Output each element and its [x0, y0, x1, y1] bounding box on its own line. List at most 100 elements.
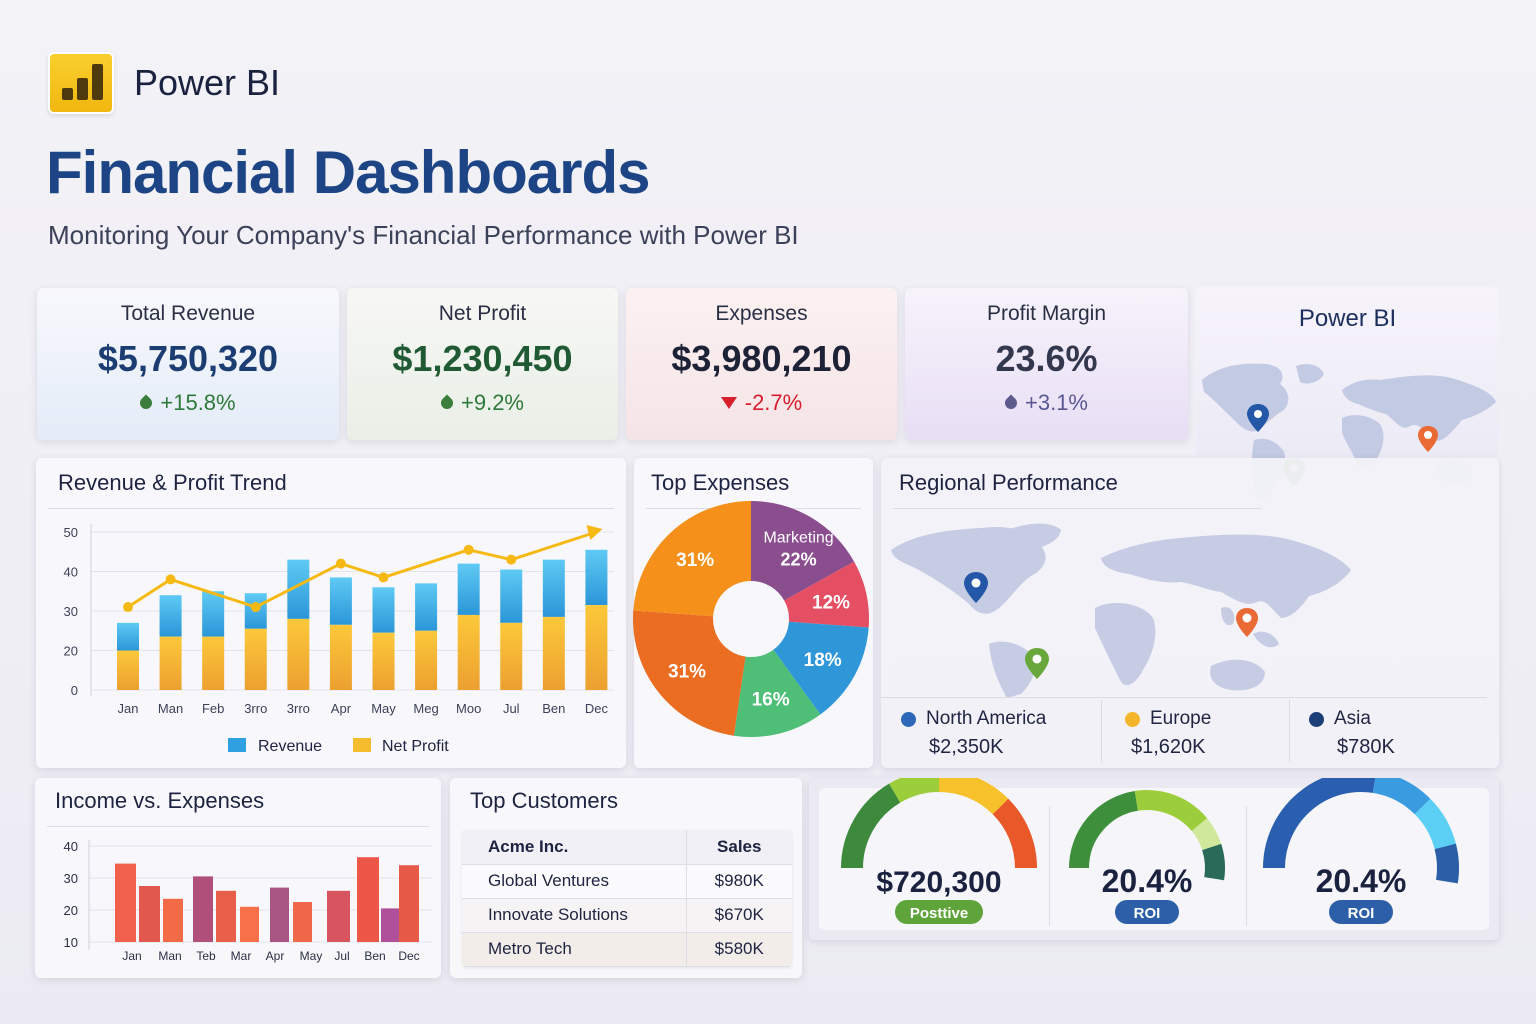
net-profit-bar: [415, 630, 438, 690]
income-bar: [115, 863, 136, 942]
income-expenses-chart: 10 20 30 40 Jan Man Teb Mar Apr May Jul Ben Dec: [64, 839, 433, 963]
kpi-change: +9.2%: [461, 390, 524, 415]
revenue-bar: [542, 559, 565, 617]
revenue-bar: [500, 569, 523, 623]
gauges-panel[interactable]: $720,300 Posttive 20.4% ROI 20.4% ROI: [809, 778, 1499, 940]
map-pin-north-america[interactable]: [964, 572, 988, 603]
income-bar: [163, 898, 183, 942]
kpi-total-revenue[interactable]: Total Revenue $5,750,320 +15.8%: [37, 288, 339, 440]
map-pin-north-america[interactable]: [1247, 404, 1269, 432]
income-bar: [381, 908, 401, 942]
gauge-badge-label: ROI: [1134, 905, 1161, 922]
gauge-badge: [895, 900, 983, 924]
panel-title: Regional Performance: [899, 470, 1118, 495]
gauge-arc-segment: [1263, 778, 1376, 869]
regional-performance-panel[interactable]: Regional Performance North America $2,35…: [881, 458, 1499, 768]
income-bar: [216, 890, 236, 942]
income-bar: [193, 876, 213, 942]
income-bar: [240, 906, 259, 942]
map-pin-south-america[interactable]: [1025, 648, 1049, 679]
gauge-arc-segment: [992, 798, 1037, 869]
trend-point: [250, 602, 261, 613]
x-tick-label: Man: [158, 949, 181, 963]
trend-point: [506, 554, 517, 565]
y-tick-label: 30: [64, 871, 78, 886]
net-profit-bar: [287, 618, 310, 690]
kpi-label: Expenses: [715, 302, 808, 325]
region-dot-icon: [1125, 711, 1140, 727]
kpi-value: $3,980,210: [671, 338, 852, 379]
income-bar: [357, 857, 379, 942]
gauge-arc-segment: [938, 778, 1009, 815]
table-row[interactable]: Global Ventures $980K: [462, 864, 792, 899]
y-tick-label: 20: [64, 644, 78, 659]
net-profit-bar: [244, 628, 267, 690]
net-profit-bar: [159, 636, 182, 690]
x-tick-label: Jan: [122, 949, 141, 963]
world-map: [891, 523, 1351, 698]
x-tick-label: May: [300, 949, 323, 963]
x-tick-label: Man: [158, 701, 183, 716]
revenue-bar: [159, 595, 182, 637]
customer-name: Global Ventures: [462, 864, 687, 899]
table-row[interactable]: Innovate Solutions $670K: [462, 898, 792, 933]
slice-percent-label: 31%: [676, 550, 714, 571]
top-customers-panel[interactable]: Top Customers Acme Inc. Sales Global Ven…: [450, 778, 802, 978]
revenue-bar: [202, 591, 225, 637]
y-tick-label: 40: [64, 565, 78, 580]
map-card-title: Power BI: [1298, 305, 1397, 332]
revenue-bar: [457, 563, 480, 615]
column-header-sales[interactable]: Sales: [686, 830, 792, 865]
gauges: $720,300 Posttive 20.4% ROI 20.4% ROI: [841, 778, 1459, 924]
down-triangle-icon: [720, 397, 737, 409]
kpi-expenses[interactable]: Expenses $3,980,210 -2.7%: [626, 288, 897, 440]
donut-slice: [773, 621, 869, 715]
kpi-profit-margin[interactable]: Profit Margin 23.6% +3.1%: [905, 288, 1188, 440]
revenue-bar: [329, 577, 352, 625]
kpi-net-profit[interactable]: Net Profit $1,230,450 +9.2%: [347, 288, 618, 440]
kpi-value: 23.6%: [995, 338, 1098, 379]
gauge-value: $720,300: [876, 866, 1001, 899]
panel-title: Top Expenses: [651, 470, 790, 495]
table-row[interactable]: Metro Tech $580K: [462, 932, 792, 967]
net-profit-bar: [457, 614, 480, 690]
kpi-label: Total Revenue: [120, 302, 256, 325]
region-asia[interactable]: Asia $780K: [1309, 708, 1395, 759]
net-profit-bar: [117, 650, 139, 690]
y-tick-label: 10: [64, 935, 78, 950]
revenue-profit-trend-panel[interactable]: Revenue & Profit Trend 0 20 30 40 50 Jan Man Fe…: [36, 458, 626, 768]
gauge-value: 20.4%: [1316, 863, 1407, 899]
donut-slice: [733, 649, 821, 737]
region-dot-icon: [1309, 711, 1324, 727]
trend-point: [165, 574, 176, 585]
slice-percent-label: 12%: [812, 592, 850, 613]
income-bar: [399, 865, 419, 942]
revenue-bar: [415, 583, 438, 631]
map-pin-asia[interactable]: [1418, 426, 1438, 452]
trend-line: [127, 530, 597, 609]
panel-title: Income vs. Expenses: [55, 788, 265, 813]
net-profit-bar: [585, 605, 608, 690]
top-expenses-panel[interactable]: Top Expenses Marketing 22% 12% 18% 16% 31% 31%: [633, 458, 873, 768]
top-customers-table: Acme Inc. Sales Global Ventures $980K In…: [462, 830, 792, 967]
column-header-customer[interactable]: Acme Inc.: [462, 830, 687, 865]
x-tick-label: Meg: [413, 701, 438, 716]
top-expenses-donut: Marketing 22% 12% 18% 16% 31% 31%: [633, 501, 869, 737]
income-vs-expenses-panel[interactable]: Income vs. Expenses 10 20 30 40 Jan Man Teb Mar…: [35, 778, 441, 978]
map-pin-asia[interactable]: [1236, 608, 1258, 637]
region-name: North America: [926, 708, 1047, 729]
revenue-profit-chart: 0 20 30 40 50 Jan Man Feb 3rro 3rro Apr May Meg Moo Ju…: [64, 524, 614, 755]
income-bar: [293, 902, 312, 942]
donut-slice: [633, 501, 751, 617]
trend-arrow-icon: [586, 525, 603, 540]
gauge-arc-segment: [889, 778, 940, 803]
kpi-change: -2.7%: [744, 390, 803, 415]
legend-swatch-net-profit: [353, 738, 371, 752]
region-europe[interactable]: Europe $1,620K: [1125, 708, 1211, 759]
net-profit-bar: [500, 622, 523, 690]
region-north-america[interactable]: North America $2,350K: [901, 708, 1046, 759]
panel-title: Top Customers: [470, 788, 618, 813]
region-value: $1,620K: [1131, 736, 1206, 758]
page-subtitle: Monitoring Your Company's Financial Perf…: [48, 220, 799, 250]
x-tick-label: Moo: [456, 701, 481, 716]
